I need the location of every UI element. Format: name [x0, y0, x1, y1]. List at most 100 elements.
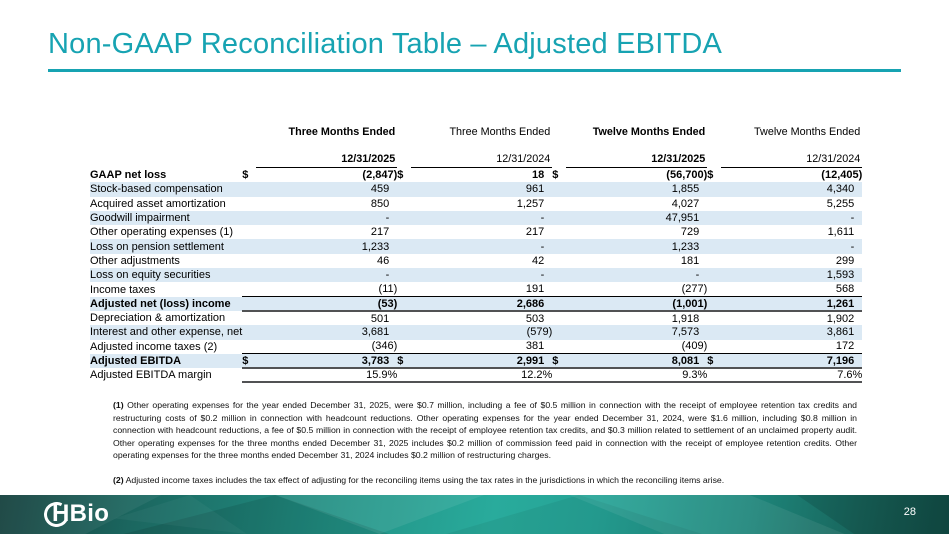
- dollar-cell: [552, 254, 567, 268]
- dollar-cell: [397, 296, 413, 312]
- column-date-text: 12/31/2025: [256, 153, 398, 168]
- column-period-header: Three Months Ended: [449, 126, 551, 138]
- footnotes: (1) Other operating expenses for the yea…: [113, 399, 857, 498]
- dollar-cell: [552, 182, 568, 197]
- page-title: Non-GAAP Reconciliation Table – Adjusted…: [48, 28, 723, 60]
- value-cell: 3,861: [722, 325, 863, 340]
- value-cell: 501: [370, 312, 390, 325]
- row-label: Income taxes: [90, 283, 156, 296]
- column-date-header: 12/31/2025: [242, 144, 398, 168]
- table-row: Interest and other expense, net 3,681 (579…: [90, 325, 863, 340]
- value-cell: (2,847): [362, 169, 398, 182]
- dollar-cell: [707, 282, 722, 296]
- dollar-cell: $: [397, 169, 404, 182]
- row-label: Depreciation & amortization: [90, 312, 226, 325]
- table-row: Acquired asset amortization 850 1,257 4,027…: [90, 197, 862, 211]
- table-row: Loss on pension settlement 1,233-1,233-: [90, 239, 863, 254]
- dollar-cell: [552, 340, 567, 354]
- value-cell: (56,700): [666, 169, 708, 182]
- row-label: Adjusted EBITDA margin: [90, 369, 212, 382]
- dollar-cell: [552, 239, 568, 254]
- column-date-header: 12/31/2024: [397, 144, 553, 168]
- title-divider: [48, 69, 901, 72]
- header-date-row: 12/31/2025 12/31/2024 12/31/2025 12/31/2024: [90, 144, 863, 168]
- value-cell: 47,951: [567, 210, 708, 226]
- value-cell: 217: [525, 226, 545, 239]
- value-cell: 1,233: [257, 239, 398, 254]
- dollar-cell: [242, 268, 258, 283]
- dollar-cell: [397, 368, 413, 384]
- dollar-cell: [397, 282, 412, 296]
- value-cell: 4,027: [671, 197, 700, 210]
- row-label: Goodwill impairment: [90, 210, 243, 226]
- value-cell: -: [412, 239, 553, 254]
- footnote-2-marker: (2): [113, 474, 124, 485]
- table-row: Depreciation & amortization 501 503 1,918 1,…: [90, 311, 862, 325]
- value-cell: 568: [835, 283, 855, 296]
- value-cell: 1,257: [516, 197, 545, 210]
- row-label: Adjusted income taxes (2): [90, 340, 218, 353]
- value-cell: 1,918: [671, 312, 700, 325]
- dollar-cell: [707, 239, 723, 254]
- header-spacer: [90, 144, 242, 168]
- column-period-header: Three Months Ended: [288, 126, 396, 138]
- table-row: Adjusted EBITDA $3,783 $2,991 $8,081 $7,196: [90, 353, 863, 370]
- value-cell: 729: [680, 226, 700, 239]
- dollar-cell: $: [242, 353, 258, 370]
- dollar-cell: [707, 225, 722, 239]
- value-cell: 2,686: [412, 296, 553, 312]
- header-spacer: [90, 120, 242, 144]
- dollar-cell: [552, 197, 567, 211]
- dollar-cell: [552, 296, 568, 312]
- dollar-cell: [707, 197, 722, 211]
- dollar-cell: [397, 239, 413, 254]
- value-cell: 46: [377, 254, 390, 267]
- value-cell: 8,081: [567, 353, 708, 370]
- value-cell: 1,611: [827, 226, 855, 239]
- slide-footer: HBio 28: [0, 495, 949, 534]
- page-number: 28: [903, 506, 916, 518]
- dollar-cell: [397, 325, 413, 340]
- table-row: Adjusted income taxes (2) (346) 381 (409) 17…: [90, 340, 862, 354]
- value-cell: 7,573: [567, 325, 708, 340]
- dollar-cell: [397, 311, 412, 325]
- value-cell: 5,255: [826, 197, 855, 210]
- dollar-cell: $: [707, 169, 714, 182]
- dollar-cell: [397, 254, 412, 268]
- row-label: Loss on equity securities: [90, 268, 243, 283]
- dollar-cell: [397, 182, 413, 197]
- dollar-cell: $: [707, 353, 723, 370]
- value-cell: (409): [681, 340, 708, 353]
- value-cell: -: [412, 210, 553, 226]
- dollar-cell: $: [552, 353, 568, 370]
- column-period-header: Twelve Months Ended: [592, 126, 706, 138]
- table-row: Adjusted EBITDA margin 15.9% 12.2% 9.3% 7.6%: [90, 368, 863, 384]
- dollar-cell: [707, 311, 722, 325]
- column-date-header: 12/31/2025: [552, 144, 708, 168]
- dollar-cell: [707, 296, 723, 312]
- value-cell: 15.9%: [257, 368, 398, 384]
- value-cell: 181: [680, 254, 700, 267]
- value-cell: (12,405): [821, 169, 863, 182]
- value-cell: -: [257, 210, 398, 226]
- value-cell: 7.6%: [722, 368, 863, 384]
- dollar-cell: [242, 210, 258, 226]
- value-cell: (346): [371, 340, 398, 353]
- dollar-cell: $: [242, 169, 249, 182]
- value-cell: 12.2%: [412, 368, 553, 384]
- value-cell: 1,902: [826, 312, 855, 325]
- value-cell: (53): [257, 296, 398, 312]
- dollar-cell: [552, 268, 568, 283]
- value-cell: 2,991: [412, 353, 553, 370]
- dollar-cell: [242, 368, 258, 384]
- value-cell: 4,340: [722, 182, 863, 197]
- dollar-cell: [242, 197, 257, 211]
- dollar-cell: [707, 210, 723, 226]
- column-date-text: 12/31/2025: [566, 153, 708, 168]
- dollar-cell: [707, 368, 723, 384]
- value-cell: 381: [525, 340, 545, 353]
- value-cell: -: [722, 210, 863, 226]
- value-cell: 18: [532, 169, 545, 182]
- row-label: Adjusted EBITDA: [90, 353, 243, 369]
